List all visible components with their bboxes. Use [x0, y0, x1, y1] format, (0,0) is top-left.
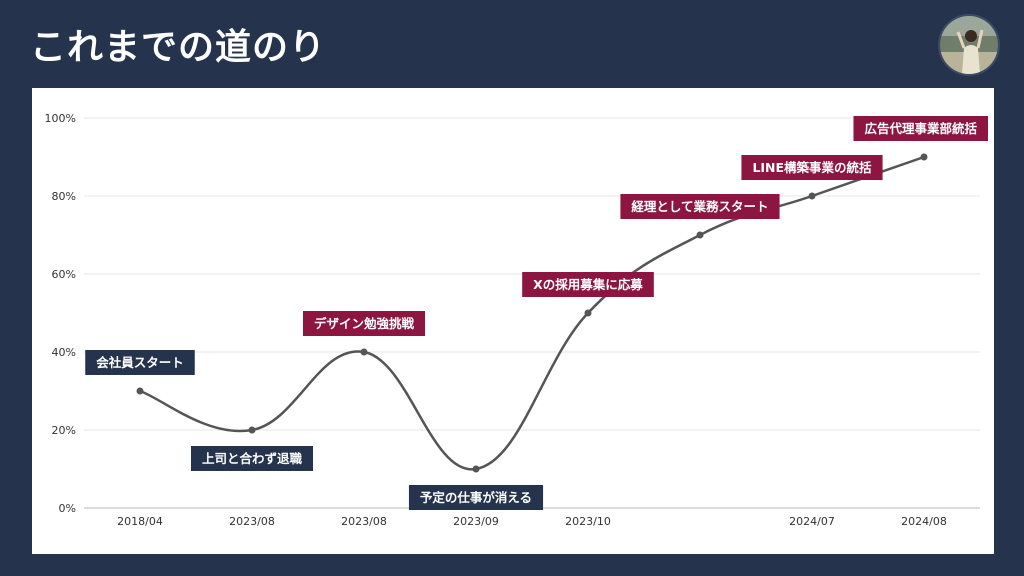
annotation-text: LINE構築事業の統括 [752, 160, 872, 175]
x-tick-label: 2023/10 [565, 515, 611, 528]
annotation-label: LINE構築事業の統括 [741, 155, 883, 180]
annotation-label: 会社員スタート [85, 350, 195, 375]
data-point [808, 192, 816, 200]
annotation-text: Xの採用募集に応募 [533, 277, 643, 292]
annotation-label: Xの採用募集に応募 [522, 272, 654, 297]
annotation-text: 会社員スタート [96, 355, 184, 370]
annotation-text: 広告代理事業部統括 [864, 121, 977, 136]
annotation-text: 経理として業務スタート [631, 199, 768, 214]
annotation-box [853, 116, 988, 141]
annotation-text: 予定の仕事が消える [420, 490, 532, 505]
x-tick-label: 2023/09 [453, 515, 499, 528]
series-line [139, 155, 925, 471]
annotation-box [408, 485, 544, 510]
x-tick-label: 2024/08 [901, 515, 947, 528]
data-point [584, 309, 592, 317]
annotation-label: 予定の仕事が消える [408, 485, 544, 510]
annotation-label: 経理として業務スタート [620, 194, 780, 219]
annotation-text: デザイン勉強挑戦 [314, 316, 415, 331]
avatar [938, 14, 1000, 76]
chart-panel: 会社員スタート上司と合わず退職 デザイン勉強挑戦予定の仕事が消える Xの採用募集に応… [32, 88, 994, 554]
x-tick-label: 2023/08 [229, 515, 275, 528]
data-point [696, 231, 704, 239]
y-tick-label: 60% [52, 268, 76, 281]
y-tick-label: 80% [52, 190, 76, 203]
annotation-label: デザイン勉強挑戦 [302, 311, 426, 336]
y-tick-label: 20% [52, 424, 76, 437]
annotation-box [620, 194, 780, 219]
annotation-box [522, 272, 654, 297]
y-tick-label: 0% [59, 502, 76, 515]
annotation-text: 上司と合わず退職 [202, 451, 303, 466]
y-tick-label: 100% [45, 112, 76, 125]
data-point [248, 426, 256, 434]
x-tick-label: 2024/07 [789, 515, 835, 528]
y-tick-label: 40% [52, 346, 76, 359]
annotation-box [741, 155, 883, 180]
person-photo-icon [940, 16, 998, 74]
x-tick-label: 2018/04 [117, 515, 163, 528]
data-point [136, 387, 144, 395]
x-tick-label: 2023/08 [341, 515, 387, 528]
data-point [472, 465, 480, 473]
data-point [920, 153, 928, 161]
page-title: これまでの道のり [30, 27, 327, 68]
data-point [360, 348, 368, 356]
annotation-box [85, 350, 195, 375]
annotation-label: 広告代理事業部統括 [853, 116, 988, 141]
annotation-label: 上司と合わず退職 [190, 446, 314, 471]
annotation-box [190, 446, 314, 471]
annotation-box [302, 311, 426, 336]
